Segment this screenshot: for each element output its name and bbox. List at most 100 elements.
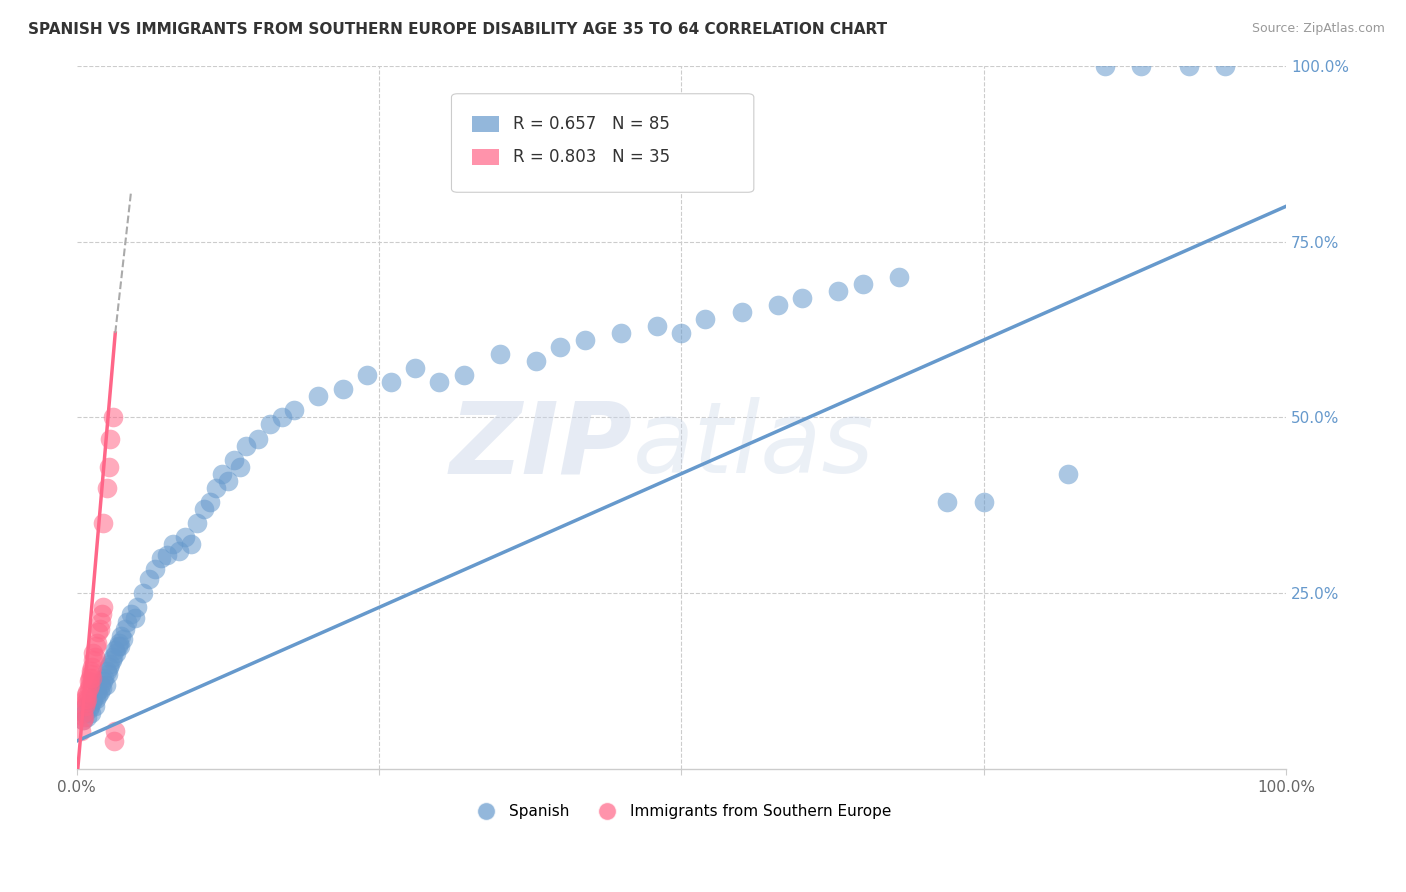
Point xyxy=(1129,59,1152,73)
Point xyxy=(79,671,101,685)
Point xyxy=(100,653,122,667)
Point xyxy=(98,459,121,474)
Point xyxy=(77,681,100,696)
Point xyxy=(792,291,814,305)
Point xyxy=(827,284,849,298)
Point xyxy=(1178,59,1201,73)
Point xyxy=(111,632,134,647)
Point xyxy=(332,382,354,396)
Point xyxy=(108,639,131,653)
Point xyxy=(610,326,633,340)
Point xyxy=(101,410,124,425)
Point xyxy=(380,376,402,390)
Text: R = 0.657   N = 85: R = 0.657 N = 85 xyxy=(513,115,671,133)
Point xyxy=(91,607,114,622)
Point xyxy=(973,495,995,509)
FancyBboxPatch shape xyxy=(451,94,754,193)
Point xyxy=(307,389,329,403)
Point xyxy=(356,368,378,383)
Point xyxy=(186,516,208,530)
Point xyxy=(84,692,107,706)
Point xyxy=(80,706,103,720)
Point xyxy=(101,649,124,664)
Point xyxy=(114,622,136,636)
Point xyxy=(90,678,112,692)
Point xyxy=(453,368,475,383)
Point xyxy=(91,600,114,615)
Point xyxy=(82,692,104,706)
Point xyxy=(76,709,98,723)
Point xyxy=(108,635,131,649)
Point xyxy=(198,495,221,509)
Point xyxy=(174,530,197,544)
Point xyxy=(76,692,98,706)
Point xyxy=(86,685,108,699)
Point xyxy=(73,692,96,706)
Bar xyxy=(472,149,499,165)
Point xyxy=(180,537,202,551)
Point xyxy=(104,642,127,657)
Point xyxy=(89,685,111,699)
Point xyxy=(887,269,910,284)
Point xyxy=(695,312,717,326)
Point xyxy=(162,537,184,551)
Point xyxy=(94,678,117,692)
Point xyxy=(217,474,239,488)
Point xyxy=(100,657,122,671)
Point xyxy=(90,615,112,629)
Point xyxy=(105,646,128,660)
Point xyxy=(80,667,103,681)
Point xyxy=(283,403,305,417)
Point xyxy=(91,681,114,696)
Point xyxy=(404,361,426,376)
Point xyxy=(150,551,173,566)
Point xyxy=(574,333,596,347)
Point xyxy=(731,305,754,319)
Point xyxy=(671,326,693,340)
Point xyxy=(193,502,215,516)
Point xyxy=(143,562,166,576)
Point xyxy=(75,696,97,710)
Point xyxy=(79,678,101,692)
Point xyxy=(93,671,115,685)
Point xyxy=(259,417,281,432)
Point xyxy=(107,639,129,653)
Point xyxy=(132,586,155,600)
Point xyxy=(138,572,160,586)
Point xyxy=(72,706,94,720)
Point xyxy=(96,481,118,495)
Point xyxy=(83,698,105,713)
Point xyxy=(82,696,104,710)
Point xyxy=(72,713,94,727)
Point xyxy=(1215,59,1237,73)
Point xyxy=(852,277,875,291)
Point xyxy=(73,698,96,713)
Text: R = 0.803   N = 35: R = 0.803 N = 35 xyxy=(513,148,671,166)
Point xyxy=(169,544,191,558)
Point xyxy=(82,660,104,674)
Point xyxy=(235,439,257,453)
Point xyxy=(82,671,104,685)
Text: ZIP: ZIP xyxy=(450,397,633,494)
Point xyxy=(204,481,226,495)
Point xyxy=(84,639,107,653)
Point xyxy=(1094,59,1116,73)
Text: Source: ZipAtlas.com: Source: ZipAtlas.com xyxy=(1251,22,1385,36)
Text: atlas: atlas xyxy=(633,397,875,494)
Point xyxy=(104,723,127,738)
Point xyxy=(100,432,122,446)
Point xyxy=(1057,467,1080,481)
Point xyxy=(75,689,97,703)
Point xyxy=(87,625,110,640)
Point xyxy=(87,689,110,703)
Point xyxy=(73,709,96,723)
Point xyxy=(246,432,269,446)
Point xyxy=(70,723,93,738)
Point xyxy=(429,376,451,390)
Point xyxy=(211,467,233,481)
Point xyxy=(103,734,125,748)
Point xyxy=(72,713,94,727)
Point xyxy=(82,646,104,660)
Text: SPANISH VS IMMIGRANTS FROM SOUTHERN EUROPE DISABILITY AGE 35 TO 64 CORRELATION C: SPANISH VS IMMIGRANTS FROM SOUTHERN EURO… xyxy=(28,22,887,37)
Point xyxy=(120,607,142,622)
